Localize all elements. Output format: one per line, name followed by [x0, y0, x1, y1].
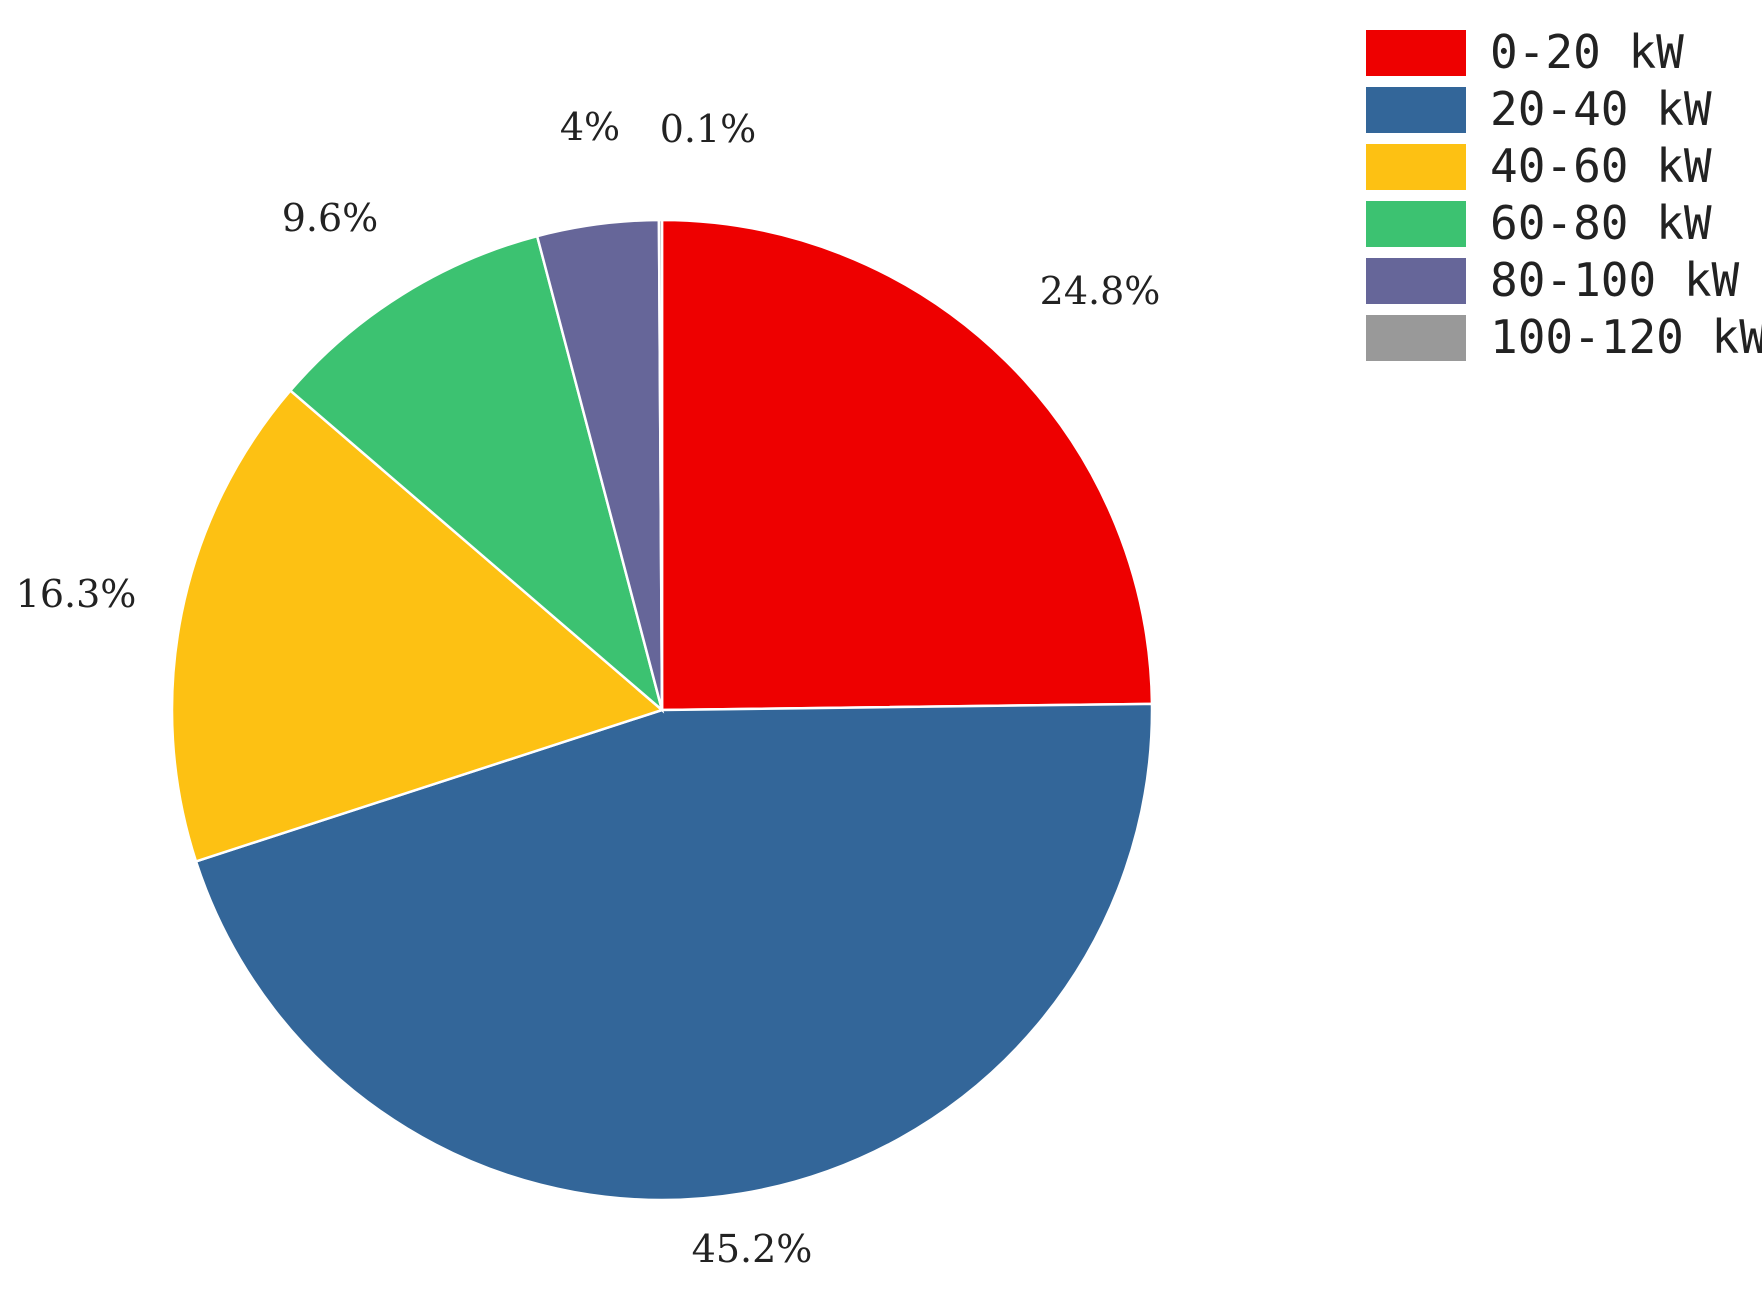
slice-label-40-60kw: 16.3%: [16, 572, 137, 616]
pie-slice-60-80kw: [288, 234, 665, 714]
slice-label-60-80kw: 9.6%: [282, 196, 379, 240]
legend-label-80-100kw: 80-100 kW: [1490, 253, 1740, 307]
pie-slice-0-20kw: [660, 218, 1154, 712]
legend-swatch-40-60kw: [1366, 144, 1466, 190]
pie-slice-20-40kw: [194, 702, 1154, 1202]
pie-slice-100-120kw: [657, 218, 664, 711]
pie-slice-40-60kw: [170, 388, 665, 863]
slice-labels: 24.8% 45.2% 16.3% 9.6% 4% 0.1%: [16, 105, 1161, 1271]
legend-swatch-20-40kw: [1366, 87, 1466, 133]
slice-label-100-120kw: 0.1%: [660, 107, 757, 151]
legend-label-100-120kw: 100-120 kW: [1490, 310, 1762, 364]
slice-label-0-20kw: 24.8%: [1040, 269, 1161, 313]
legend-label-20-40kw: 20-40 kW: [1490, 82, 1712, 136]
legend-swatch-0-20kw: [1366, 30, 1466, 76]
legend-label-60-80kw: 60-80 kW: [1490, 196, 1712, 250]
legend-swatch-100-120kw: [1366, 315, 1466, 361]
slice-label-20-40kw: 45.2%: [692, 1227, 813, 1271]
legend-swatch-60-80kw: [1366, 201, 1466, 247]
legend-label-0-20kw: 0-20 kW: [1490, 25, 1684, 79]
legend-swatch-80-100kw: [1366, 258, 1466, 304]
slice-label-80-100kw: 4%: [560, 105, 620, 149]
pie-slices: [170, 218, 1154, 1202]
legend-label-40-60kw: 40-60 kW: [1490, 139, 1712, 193]
